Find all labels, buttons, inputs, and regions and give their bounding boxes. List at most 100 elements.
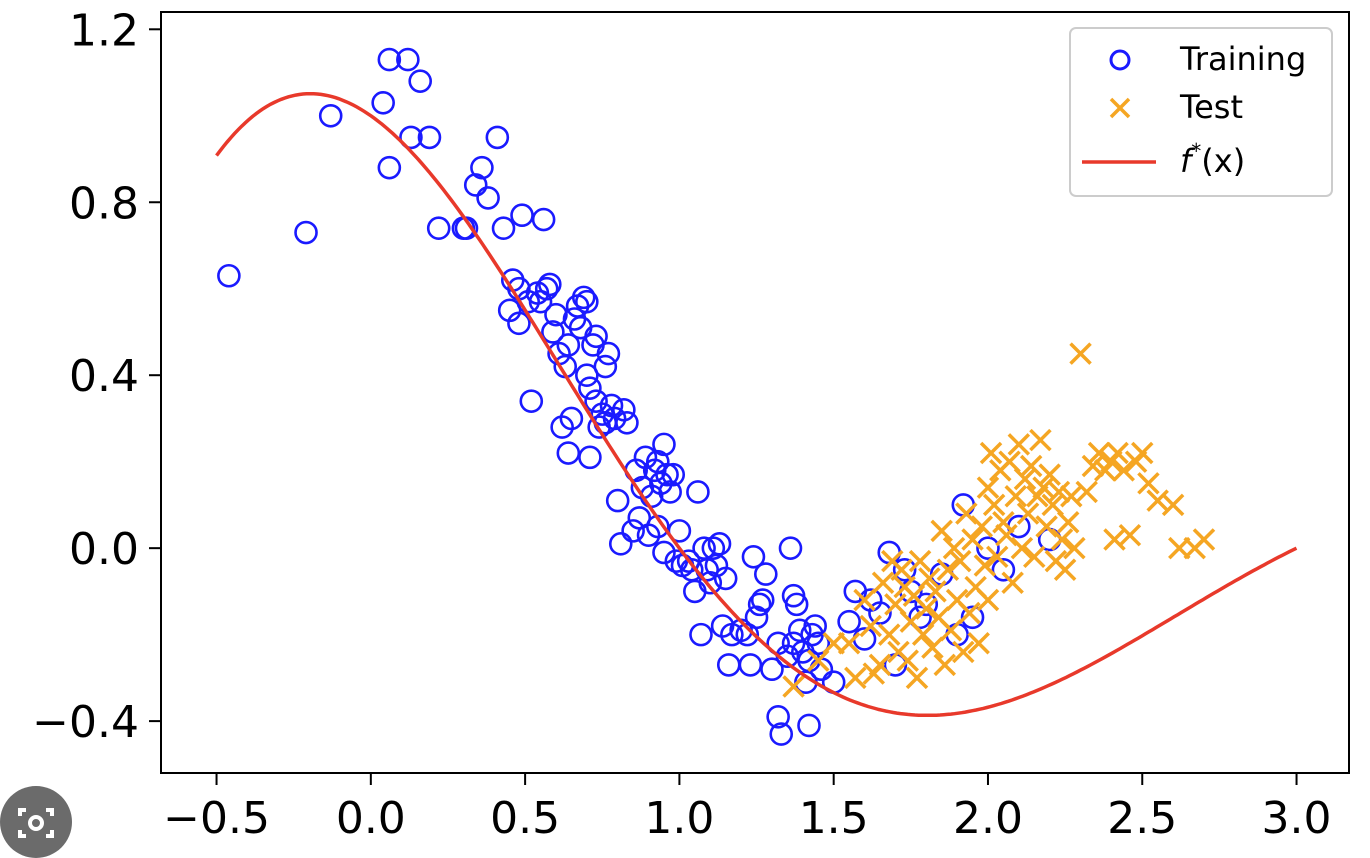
training-point <box>408 69 433 93</box>
training-point <box>399 125 423 150</box>
training-point <box>541 320 565 344</box>
test-point <box>939 619 963 642</box>
test-point <box>961 528 984 551</box>
test-point <box>782 675 805 698</box>
training-point <box>658 480 682 504</box>
test-point <box>1118 523 1142 547</box>
y-tick-label: −0.4 <box>32 697 139 748</box>
x-tick-label: 2.0 <box>953 793 1023 844</box>
training-point <box>914 592 939 617</box>
test-point <box>930 519 953 543</box>
training-point <box>976 536 1000 560</box>
test-point <box>1004 485 1027 508</box>
training-point <box>396 47 420 72</box>
training-point <box>531 207 556 232</box>
lens-search-icon[interactable] <box>0 786 72 858</box>
test-point <box>837 632 861 655</box>
test-point <box>1192 528 1216 551</box>
test-point <box>1010 536 1034 560</box>
axis-ticks: −0.5 0.0 0.5 1.0 1.5 2.0 2.5 3.0 −0.4 0.0 0.4 0.8 1.… <box>32 5 1331 844</box>
test-point <box>918 567 941 590</box>
legend-training-marker <box>1109 49 1131 71</box>
test-point <box>890 558 913 582</box>
y-tick-label: 0.0 <box>69 524 139 575</box>
legend-training-label: Training <box>1179 40 1306 78</box>
training-point <box>217 263 241 288</box>
training-point <box>686 480 710 504</box>
test-point <box>1137 472 1160 495</box>
training-point <box>797 713 821 738</box>
training-point <box>908 605 932 630</box>
training-point <box>806 631 831 656</box>
training-point <box>769 722 794 746</box>
test-point <box>982 493 1006 517</box>
training-point <box>744 605 769 630</box>
test-point <box>1056 510 1080 534</box>
training-series <box>217 47 1062 746</box>
training-point <box>485 125 510 150</box>
training-point <box>463 173 488 197</box>
test-point <box>1038 463 1061 486</box>
training-point <box>294 220 318 245</box>
test-point <box>871 571 895 594</box>
training-point <box>868 601 892 625</box>
test-point <box>952 640 975 664</box>
legend-test-label: Test <box>1179 88 1243 126</box>
test-point <box>942 536 966 560</box>
training-point <box>667 519 692 543</box>
training-point <box>578 445 602 470</box>
test-point <box>936 558 960 582</box>
training-point <box>784 592 809 617</box>
x-tick-label: 0.5 <box>490 793 560 844</box>
test-point <box>948 549 972 573</box>
legend-curve-label: f*(x) <box>1180 139 1245 180</box>
training-point <box>593 354 618 379</box>
test-point <box>908 549 932 573</box>
test-point <box>985 545 1009 569</box>
test-point <box>976 476 1000 499</box>
test-point <box>1007 433 1031 456</box>
training-point <box>701 536 726 560</box>
legend-test-cross <box>1109 97 1131 119</box>
test-point <box>924 580 947 603</box>
test-point <box>905 666 929 690</box>
test-point <box>1001 571 1024 594</box>
training-point <box>417 125 442 150</box>
y-tick-label: 0.4 <box>69 351 139 402</box>
test-point <box>1081 454 1105 478</box>
training-point <box>652 540 676 565</box>
legend-curve-label-sup: * <box>1191 139 1201 163</box>
training-point <box>778 536 803 560</box>
test-point <box>1050 528 1074 551</box>
training-point <box>608 532 633 556</box>
test-point <box>1019 454 1043 478</box>
training-point <box>584 324 608 349</box>
training-point <box>556 441 581 465</box>
test-point <box>1063 536 1086 560</box>
training-point <box>491 216 516 240</box>
test-point <box>970 515 994 538</box>
training-point <box>612 397 636 422</box>
training-point <box>753 562 778 586</box>
training-point <box>476 186 500 210</box>
test-point <box>921 636 944 659</box>
training-point <box>655 462 679 487</box>
test-point <box>979 441 1003 465</box>
training-point <box>741 545 766 569</box>
legend-curve-label-suffix: (x) <box>1201 142 1245 180</box>
training-point <box>584 389 608 413</box>
training-point <box>556 333 581 357</box>
test-point <box>933 653 957 677</box>
training-point <box>689 622 713 647</box>
training-point <box>760 657 784 682</box>
training-point <box>747 592 772 617</box>
training-point <box>837 609 861 634</box>
training-point <box>454 216 479 240</box>
x-tick-label: −0.5 <box>163 793 270 844</box>
training-point <box>621 519 645 543</box>
training-point <box>377 47 402 72</box>
training-point <box>544 302 568 327</box>
training-point <box>377 155 402 180</box>
test-point <box>958 601 981 625</box>
